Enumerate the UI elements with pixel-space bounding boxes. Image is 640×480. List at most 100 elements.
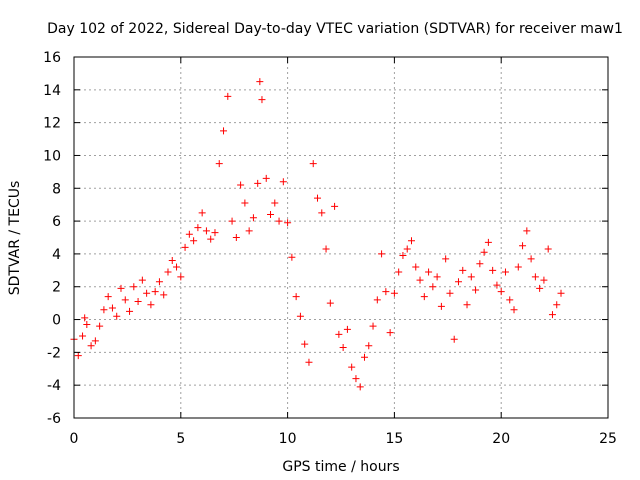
- data-point: [121, 296, 129, 304]
- data-point: [548, 311, 556, 319]
- data-point: [425, 268, 433, 276]
- x-axis-label: GPS time / hours: [282, 459, 399, 475]
- data-point: [322, 245, 330, 253]
- data-point: [241, 199, 249, 207]
- data-point: [335, 330, 343, 338]
- data-point: [489, 266, 497, 274]
- data-point: [360, 353, 368, 361]
- y-tick-label: 14: [43, 83, 61, 99]
- data-point: [352, 375, 360, 383]
- data-point: [420, 293, 428, 301]
- data-point: [81, 314, 89, 322]
- data-point: [198, 209, 206, 217]
- data-point: [147, 301, 155, 309]
- data-point: [540, 276, 548, 284]
- data-point: [480, 248, 488, 256]
- data-point: [258, 96, 266, 104]
- y-tick-label: 10: [43, 148, 61, 164]
- y-tick-label: 2: [52, 280, 61, 296]
- data-point: [228, 217, 236, 225]
- grid-lines: [74, 57, 608, 418]
- data-point: [130, 283, 138, 291]
- y-axis-label: SDTVAR / TECUs: [7, 181, 23, 296]
- data-point: [467, 273, 475, 281]
- data-point: [292, 293, 300, 301]
- data-point: [96, 322, 104, 330]
- data-point: [309, 160, 317, 168]
- data-point: [536, 284, 544, 292]
- data-point: [74, 352, 82, 360]
- data-point: [493, 281, 501, 289]
- data-point: [442, 255, 450, 263]
- data-point: [318, 209, 326, 217]
- data-point: [301, 340, 309, 348]
- data-point: [437, 302, 445, 310]
- data-point: [262, 174, 270, 182]
- data-point: [514, 263, 522, 271]
- data-point: [215, 160, 223, 168]
- data-point: [279, 178, 287, 186]
- x-tick-label: 5: [176, 431, 185, 447]
- data-point: [399, 252, 407, 260]
- plot-frame: [73, 56, 609, 419]
- data-point: [531, 273, 539, 281]
- data-point: [484, 238, 492, 246]
- data-point: [429, 283, 437, 291]
- data-point: [373, 296, 381, 304]
- data-point: [254, 179, 262, 187]
- data-point: [288, 253, 296, 261]
- data-point: [91, 337, 99, 345]
- data-point: [527, 255, 535, 263]
- x-tick-label: 10: [279, 431, 297, 447]
- data-point: [126, 307, 134, 315]
- y-tick-label: -2: [47, 345, 61, 361]
- data-point: [87, 342, 95, 350]
- data-point: [386, 329, 394, 337]
- data-point: [224, 92, 232, 100]
- data-point: [519, 242, 527, 250]
- data-point: [134, 297, 142, 305]
- data-point: [356, 383, 364, 391]
- data-point: [314, 194, 322, 202]
- data-points: [70, 78, 565, 391]
- data-point: [168, 256, 176, 264]
- data-point: [108, 304, 116, 312]
- data-point: [104, 293, 112, 301]
- y-tick-label: -6: [47, 411, 61, 427]
- chart-title: Day 102 of 2022, Sidereal Day-to-day VTE…: [47, 21, 623, 37]
- axis-ticks: 0 5 10 15 20 25 -6 -4 -2 0 2 4 6 8 10 12 14 16: [43, 50, 617, 447]
- data-point: [395, 268, 403, 276]
- data-point: [143, 289, 151, 297]
- y-tick-label: 0: [52, 313, 61, 329]
- data-point: [326, 299, 334, 307]
- data-point: [403, 245, 411, 253]
- data-point: [510, 306, 518, 314]
- data-point: [202, 227, 210, 235]
- data-point: [177, 273, 185, 281]
- data-point: [117, 284, 125, 292]
- data-point: [446, 289, 454, 297]
- data-point: [185, 230, 193, 238]
- data-point: [369, 322, 377, 330]
- y-tick-label: 16: [43, 50, 61, 66]
- data-point: [211, 229, 219, 237]
- data-point: [553, 301, 561, 309]
- data-point: [382, 288, 390, 296]
- data-point: [459, 266, 467, 274]
- data-point: [557, 289, 565, 297]
- data-point: [506, 296, 514, 304]
- y-tick-label: -4: [47, 378, 61, 394]
- x-tick-label: 0: [70, 431, 79, 447]
- data-point: [275, 217, 283, 225]
- data-point: [155, 278, 163, 286]
- x-tick-label: 20: [492, 431, 510, 447]
- data-point: [472, 286, 480, 294]
- data-point: [138, 276, 146, 284]
- data-point: [433, 273, 441, 281]
- data-point: [497, 288, 505, 296]
- x-tick-label: 15: [385, 431, 403, 447]
- data-point: [173, 263, 181, 271]
- data-point: [267, 211, 275, 219]
- data-point: [151, 288, 159, 296]
